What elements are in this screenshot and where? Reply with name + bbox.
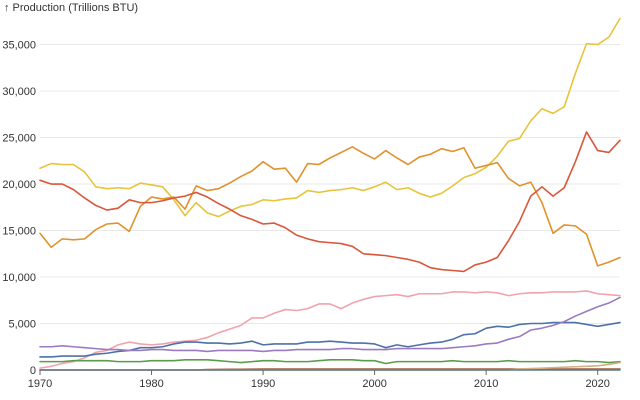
grid-layer [40, 44, 620, 325]
x-tick-label: 2000 [362, 378, 386, 390]
series-line-3 [39, 131, 621, 273]
series-layer [39, 17, 621, 371]
series-line-4 [39, 290, 621, 369]
y-tick-label: 5,000 [8, 319, 36, 331]
y-axis: 0 5,000 10,000 15,000 20,000 25,000 30,000 35,0… [2, 40, 36, 377]
series-line-7 [39, 358, 621, 365]
y-tick-label: 25,000 [2, 133, 36, 145]
y-tick-label: 10,000 [2, 272, 36, 284]
x-axis: 1970 1980 1990 2000 2010 2020 [28, 369, 620, 390]
y-tick-label: 15,000 [2, 226, 36, 238]
y-tick-label: 30,000 [2, 86, 36, 98]
x-tick-label: 1980 [139, 378, 163, 390]
y-tick-label: 0 [30, 365, 36, 377]
series-line-5 [39, 321, 621, 358]
x-tick-label: 1970 [28, 378, 52, 390]
x-tick-label: 2010 [474, 378, 498, 390]
y-tick-label: 35,000 [2, 40, 36, 52]
x-tick-label: 2020 [585, 378, 609, 390]
y-tick-label: 20,000 [2, 179, 36, 191]
series-line-6 [39, 296, 621, 353]
y-axis-title: ↑ Production (Trillions BTU) [4, 2, 138, 14]
series-line-1 [39, 17, 621, 218]
x-tick-label: 1990 [251, 378, 275, 390]
series-line-2 [39, 146, 621, 267]
